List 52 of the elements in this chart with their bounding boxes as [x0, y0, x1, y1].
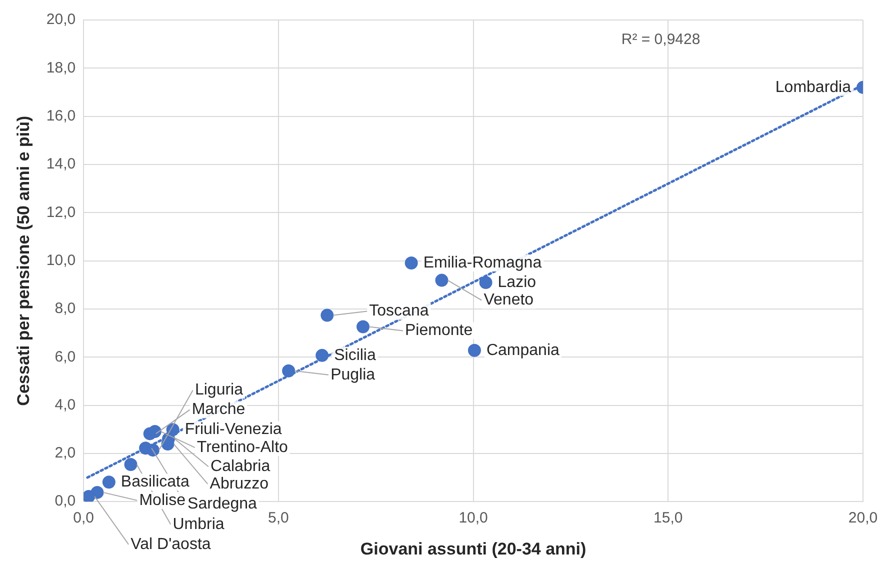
data-label: Liguria — [194, 381, 244, 398]
data-label: Emilia-Romagna — [423, 254, 542, 272]
y-tick-label: 12,0 — [46, 204, 76, 221]
y-tick-label: 0,0 — [54, 492, 76, 510]
y-tick-label: 14,0 — [46, 156, 76, 173]
data-label: Marche — [192, 401, 246, 418]
point — [479, 276, 492, 289]
data-label: Molise — [139, 492, 186, 509]
data-label: Umbria — [172, 516, 224, 533]
point — [356, 320, 370, 334]
y-axis-title: Cessati per pensione (50 anni e più) — [14, 116, 33, 406]
data-label: Trentino-Alto — [196, 438, 288, 456]
y-tick-label: 20,0 — [46, 11, 76, 28]
data-label: Friuli-Venezia — [184, 421, 282, 438]
data-label: Veneto — [484, 292, 534, 309]
point — [320, 308, 334, 322]
y-tick-label: 16,0 — [46, 107, 76, 124]
data-label: Lazio — [498, 274, 536, 291]
point — [143, 427, 156, 440]
point — [404, 256, 418, 270]
y-tick-label: 10,0 — [46, 252, 76, 269]
y-tick-label: 8,0 — [54, 300, 76, 318]
y-tick-label: 2,0 — [54, 444, 76, 462]
point — [102, 476, 116, 489]
data-label: Toscana — [369, 302, 429, 320]
point — [84, 490, 96, 502]
point — [146, 444, 160, 457]
point — [124, 458, 138, 472]
x-tick-label: 15,0 — [654, 510, 683, 527]
data-label: Abruzzo — [210, 475, 269, 492]
point — [282, 364, 296, 378]
data-label: Val D'aosta — [130, 536, 211, 553]
annotation: R² = 0,9428 — [621, 31, 700, 48]
point — [435, 274, 448, 287]
point — [468, 344, 481, 357]
data-label: Sardegna — [188, 496, 258, 513]
data-label: Puglia — [330, 366, 376, 384]
x-tick-label: 0,0 — [73, 510, 94, 527]
data-label: Piemonte — [405, 322, 473, 340]
data-label: Campania — [486, 342, 560, 359]
x-axis-title: Giovani assunti (20-34 anni) — [360, 539, 586, 558]
y-tick-label: 6,0 — [54, 348, 76, 366]
x-tick-label: 10,0 — [458, 510, 488, 527]
data-label: Lombardia — [775, 78, 852, 96]
data-label: Calabria — [210, 458, 270, 476]
data-label: Basilicata — [120, 474, 190, 490]
x-tick-label: 5,0 — [268, 510, 289, 527]
x-tick-label: 20,0 — [848, 510, 878, 527]
data-label: Sicilia — [334, 346, 376, 364]
point — [316, 348, 329, 362]
y-tick-label: 4,0 — [54, 396, 76, 414]
y-tick-label: 18,0 — [46, 59, 76, 76]
